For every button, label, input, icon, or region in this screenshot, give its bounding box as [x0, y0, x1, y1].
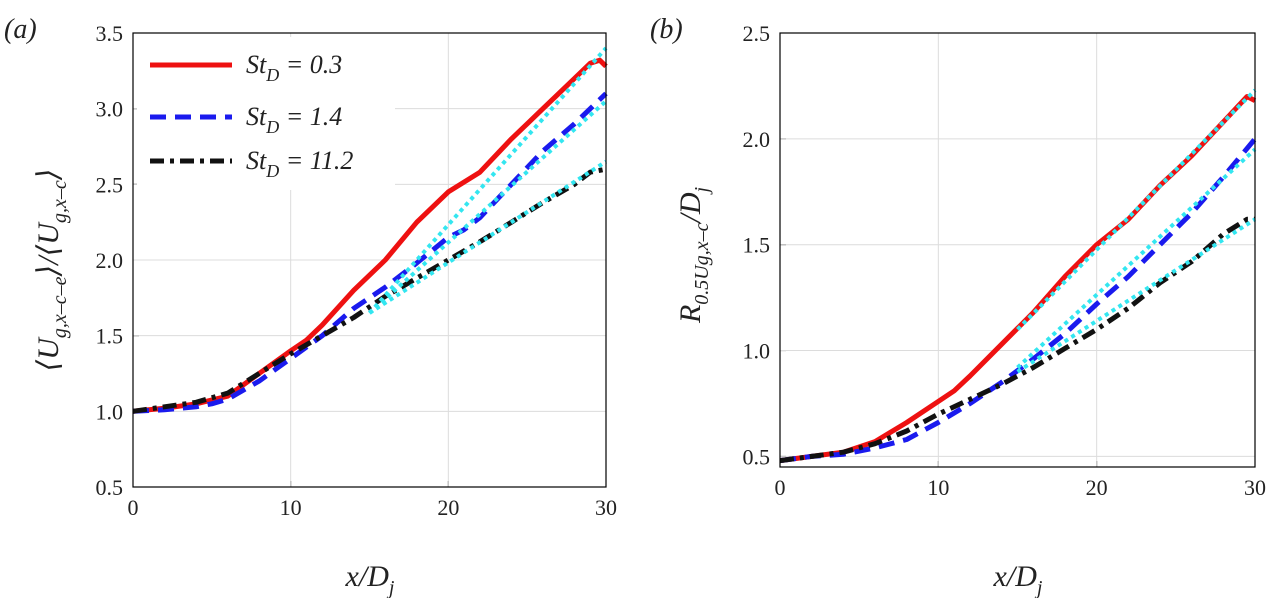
series-line-0.3	[779, 94, 1257, 464]
panel-a-y-axis-label: ⟨Ug,x–c–e⟩/⟨Ug,x–c⟩	[32, 169, 71, 372]
x-tick-label: 0	[128, 495, 139, 520]
y-tick-label: 2.0	[96, 248, 124, 273]
fit-line	[1016, 88, 1257, 331]
series-line-11.2	[132, 166, 607, 414]
y-tick-label: 1.0	[743, 339, 771, 364]
y-tick-label: 2.5	[96, 172, 124, 197]
panel-b-x-axis-label: x/Dj	[993, 560, 1043, 598]
fit-line	[1016, 147, 1257, 369]
series-line-1.4	[779, 137, 1257, 464]
x-tick-label: 10	[927, 475, 949, 500]
y-tick-label: 0.5	[96, 475, 124, 500]
panel-b-y-axis-label: R0.5Ug,x–c/Dj	[674, 187, 713, 325]
legend: StD = 0.3 StD = 1.4 StD = 11.2	[137, 37, 395, 190]
panel-b-series	[779, 88, 1257, 464]
y-tick-label: 2.0	[743, 127, 771, 152]
x-tick-label: 20	[437, 495, 459, 520]
y-tick-label: 2.5	[743, 21, 771, 46]
x-tick-label: 20	[1086, 475, 1108, 500]
panel-a-x-axis-label: x/Dj	[345, 560, 395, 598]
x-tick-label: 30	[1244, 475, 1266, 500]
y-tick-label: 3.0	[96, 97, 124, 122]
y-tick-label: 1.0	[96, 399, 124, 424]
fit-line	[368, 159, 608, 315]
panel-a-x-ticks: 0 10 20 30	[128, 481, 617, 520]
y-tick-label: 0.5	[743, 444, 771, 469]
fit-line	[368, 99, 608, 315]
fit-line	[1016, 217, 1257, 374]
y-tick-label: 3.5	[96, 21, 124, 46]
series-line-1.4	[132, 91, 608, 414]
panel-b-frame	[779, 32, 1256, 468]
x-tick-label: 10	[280, 495, 302, 520]
panel-b-label: (b)	[650, 14, 683, 45]
y-tick-label: 1.5	[743, 233, 771, 258]
panel-b: (b) 0.5 1.0 1.5 2.0 2.5 0 10 20 30 x/Dj R0.5Ug,…	[650, 14, 1266, 598]
panel-b-y-ticks: 0.5 1.0 1.5 2.0 2.5	[743, 21, 786, 469]
fit-line	[368, 46, 608, 315]
series-line-11.2	[779, 216, 1255, 464]
panel-a-series	[132, 46, 608, 414]
y-tick-label: 1.5	[96, 324, 124, 349]
x-tick-label: 0	[775, 475, 786, 500]
panel-a-frame	[132, 32, 607, 488]
panel-a: (a) 0.5 1.0 1.5 2.0 2.5 3.0 3.5 0 10 20 30 x/Dj ⟨…	[4, 14, 617, 598]
panel-a-label: (a)	[4, 14, 37, 45]
panel-b-grid	[780, 33, 1255, 467]
x-tick-label: 30	[595, 495, 617, 520]
panel-a-y-ticks: 0.5 1.0 1.5 2.0 2.5 3.0 3.5	[96, 21, 139, 500]
